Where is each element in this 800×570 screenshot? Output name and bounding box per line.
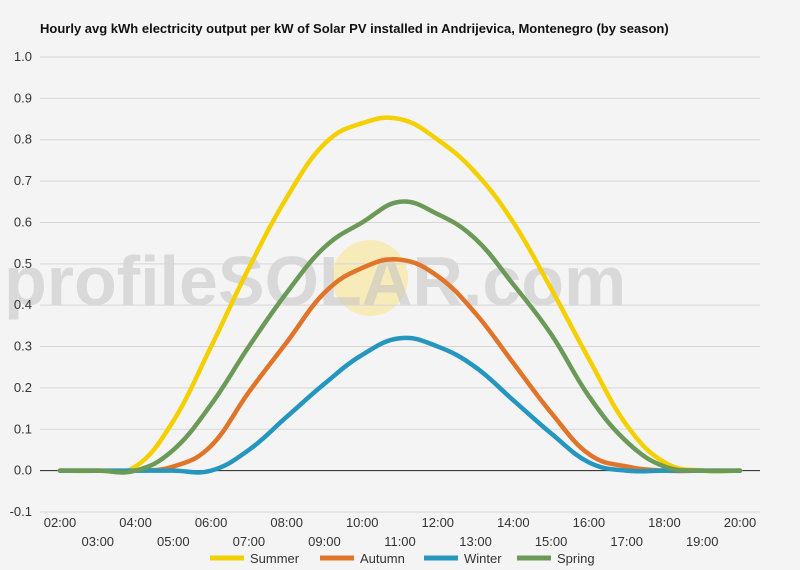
x-tick-label: 17:00 [610,534,643,549]
y-tick-label: 0.7 [14,173,32,188]
y-axis: -0.1 0.0 0.1 0.2 0.3 0.4 0.5 0.6 0.7 0.8 0.9 1.0 [10,49,32,519]
series-line-autumn [57,257,743,474]
y-tick-label: 0.4 [14,297,32,312]
y-tick-label: 0.2 [14,380,32,395]
y-tick-label: 0.8 [14,132,32,147]
y-tick-label: 0.9 [14,90,32,105]
x-tick-label: 05:00 [157,534,190,549]
x-tick-label: 11:00 [384,534,416,549]
chart-title: Hourly avg kWh electricity output per kW… [40,21,669,36]
legend-label-summer: Summer [250,551,300,566]
x-tick-label: 13:00 [459,534,492,549]
x-tick-label: 15:00 [535,534,568,549]
legend-label-winter: Winter [464,551,502,566]
series-layer [57,115,743,475]
y-tick-label: 0.1 [14,421,32,436]
x-tick-label: 12:00 [422,515,455,530]
x-tick-label: 16:00 [573,515,606,530]
x-tick-label: 18:00 [648,515,681,530]
x-tick-label: 14:00 [497,515,530,530]
y-tick-label: 0.3 [14,339,32,354]
y-tick-label: 0.0 [14,463,32,478]
series-line-winter [57,335,743,475]
series-line-spring [57,199,743,475]
svg-text:profileSOLAR.com: profileSOLAR.com [4,242,626,320]
y-tick-label: 0.6 [14,214,32,229]
x-tick-label: 02:00 [44,515,77,530]
legend-label-spring: Spring [557,551,595,566]
x-tick-label: 08:00 [270,515,303,530]
watermark: profileSOLAR.com [4,240,626,320]
legend-label-autumn: Autumn [360,551,405,566]
x-tick-label: 06:00 [195,515,228,530]
y-tick-label: 1.0 [14,49,32,64]
legend: Summer Autumn Winter Spring [210,551,595,566]
x-tick-label: 07:00 [233,534,266,549]
x-tick-label: 03:00 [82,534,115,549]
y-tick-label: -0.1 [10,504,32,519]
x-axis: 02:00 03:00 04:00 05:00 06:00 07:00 08:00 09:00… [44,515,757,549]
x-tick-label: 04:00 [119,515,152,530]
watermark-text-part1: profileS [4,242,265,320]
x-tick-label: 09:00 [308,534,341,549]
series-line-summer [57,115,743,475]
x-tick-label: 20:00 [724,515,757,530]
x-tick-label: 19:00 [686,534,719,549]
x-tick-label: 10:00 [346,515,379,530]
y-tick-label: 0.5 [14,256,32,271]
